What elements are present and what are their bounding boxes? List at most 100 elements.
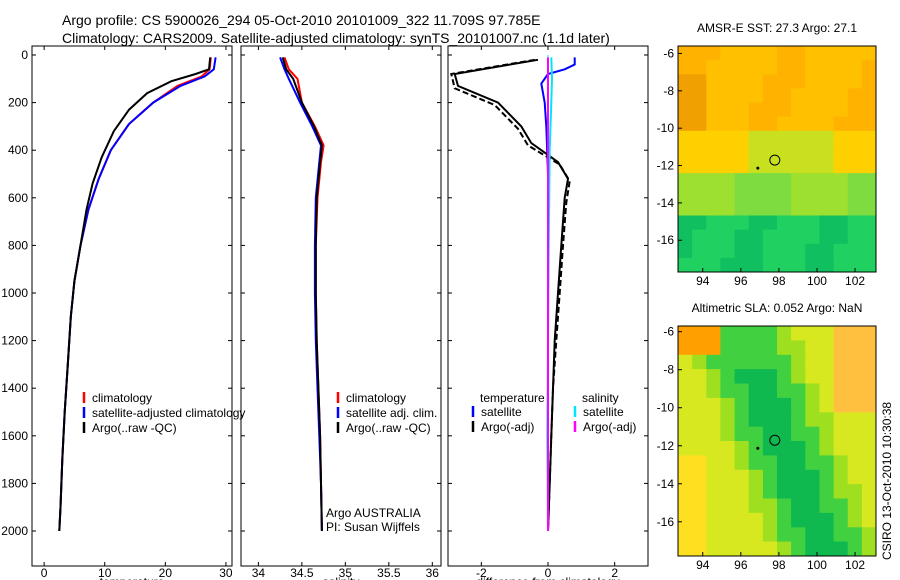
- map-cell-sla: [692, 397, 707, 413]
- map-cell-sla: [805, 340, 820, 356]
- map-cell-sst: [734, 159, 750, 174]
- map-cell-sst: [720, 187, 735, 202]
- map-cell-sla: [791, 455, 806, 471]
- map-x-tick-label-sla: 96: [734, 558, 748, 572]
- map-cell-sst: [819, 187, 834, 202]
- map-cell-sla: [805, 412, 820, 428]
- map-cell-sst: [678, 257, 693, 273]
- map-cell-sla: [678, 498, 693, 514]
- map-cell-sla: [706, 326, 721, 341]
- map-cell-sst: [819, 215, 834, 231]
- map-cell-sst: [861, 60, 877, 75]
- map-cell-sla: [791, 369, 806, 384]
- map-cell-sla: [847, 354, 863, 370]
- map-cell-sst: [734, 130, 750, 146]
- map-cell-sst: [819, 116, 834, 132]
- map-cell-sst: [706, 102, 721, 118]
- map-cell-sst: [861, 257, 877, 273]
- y-tick-label: 0: [21, 48, 28, 62]
- map-cell-sst: [861, 201, 877, 216]
- map-cell-sst: [734, 46, 750, 61]
- series-line-difference: [450, 58, 571, 532]
- map-frame-sla: [677, 325, 877, 557]
- map-cell-sla: [748, 340, 764, 356]
- map-cell-sla: [847, 512, 863, 528]
- x-tick-label-salinity: 36: [426, 566, 440, 580]
- map-x-tick-label-sst: 100: [807, 274, 827, 288]
- map-cell-sla: [762, 397, 778, 413]
- map-cell-sst: [706, 46, 721, 61]
- map-cell-sla: [762, 340, 778, 356]
- map-cell-sst: [819, 46, 834, 61]
- annotation-pi: PI: Susan Wijffels: [326, 520, 420, 534]
- map-cell-sst: [678, 215, 693, 231]
- map-cell-sla: [748, 369, 764, 384]
- series-line-salinity: [281, 57, 323, 532]
- map-cell-sst: [833, 144, 849, 160]
- map-x-tick-label-sst: 102: [845, 274, 865, 288]
- map-cell-sst: [706, 243, 721, 259]
- map-cell-sst: [805, 173, 820, 188]
- map-cell-sst: [847, 257, 863, 273]
- map-cell-sst: [762, 60, 778, 75]
- map-cell-sst: [861, 102, 877, 118]
- map-cell-sst: [734, 88, 750, 103]
- map-cell-sst: [748, 46, 764, 61]
- map-cell-sla: [847, 426, 863, 442]
- legend-temp-argo: Argo(..raw -QC): [92, 421, 177, 435]
- map-cell-sst: [819, 229, 834, 245]
- map-cell-sst: [748, 116, 764, 132]
- map-cell-sla: [861, 441, 877, 456]
- map-cell-sla: [734, 469, 750, 485]
- map-cell-sla: [692, 426, 707, 442]
- map-cell-sst: [692, 159, 707, 174]
- map-cell-sla: [805, 498, 820, 514]
- x-axis-label-difference: difference from climatology: [476, 575, 619, 580]
- map-cell-sla: [819, 426, 834, 442]
- map-cell-sst: [678, 187, 693, 202]
- map-cell-sst: [706, 187, 721, 202]
- map-cell-sla: [762, 484, 778, 499]
- map-cell-sst: [861, 116, 877, 132]
- map-cell-sst: [777, 60, 792, 75]
- map-cell-sla: [762, 383, 778, 399]
- map-cell-sla: [762, 541, 778, 557]
- map-cell-sla: [692, 326, 707, 341]
- map-y-tick-label-sla: -12: [657, 439, 675, 453]
- map-cell-sla: [692, 369, 707, 384]
- legend-temperature-header: temperature: [480, 391, 545, 405]
- map-cell-sla: [847, 340, 863, 356]
- map-cell-sla: [847, 326, 863, 341]
- map-cell-sst: [777, 229, 792, 245]
- map-cell-sst: [748, 130, 764, 146]
- map-cell-sla: [678, 541, 693, 557]
- map-cell-sst: [762, 201, 778, 216]
- map-cell-sst: [706, 173, 721, 188]
- map-cell-sla: [678, 455, 693, 471]
- map-cell-sst: [692, 74, 707, 89]
- map-cell-sla: [720, 369, 735, 384]
- map-cell-sst: [734, 187, 750, 202]
- map-cell-sla: [720, 354, 735, 370]
- timestamp-stamp: CSIRO 13-Oct-2010 10:30:38: [880, 401, 894, 560]
- map-cell-sst: [777, 144, 792, 160]
- map-cell-sla: [678, 397, 693, 413]
- map-cell-sla: [692, 383, 707, 399]
- map-y-tick-label-sst: -10: [657, 121, 675, 135]
- map-cell-sla: [720, 455, 735, 471]
- map-cell-sla: [706, 469, 721, 485]
- map-cell-sst: [791, 215, 806, 231]
- map-cell-sla: [692, 512, 707, 528]
- x-tick-label-salinity: 34.5: [290, 566, 314, 580]
- map-cell-sst: [748, 201, 764, 216]
- map-cell-sst: [791, 187, 806, 202]
- map-cell-sst: [791, 173, 806, 188]
- map-cell-sst: [706, 215, 721, 231]
- map-cell-sst: [777, 46, 792, 61]
- map-cell-sst: [819, 201, 834, 216]
- map-cell-sst: [861, 173, 877, 188]
- map-cell-sst: [692, 116, 707, 132]
- legend-diff-sal-argo: Argo(-adj): [583, 420, 636, 434]
- map-cell-sst: [819, 88, 834, 103]
- map-frame-sst: [677, 45, 877, 273]
